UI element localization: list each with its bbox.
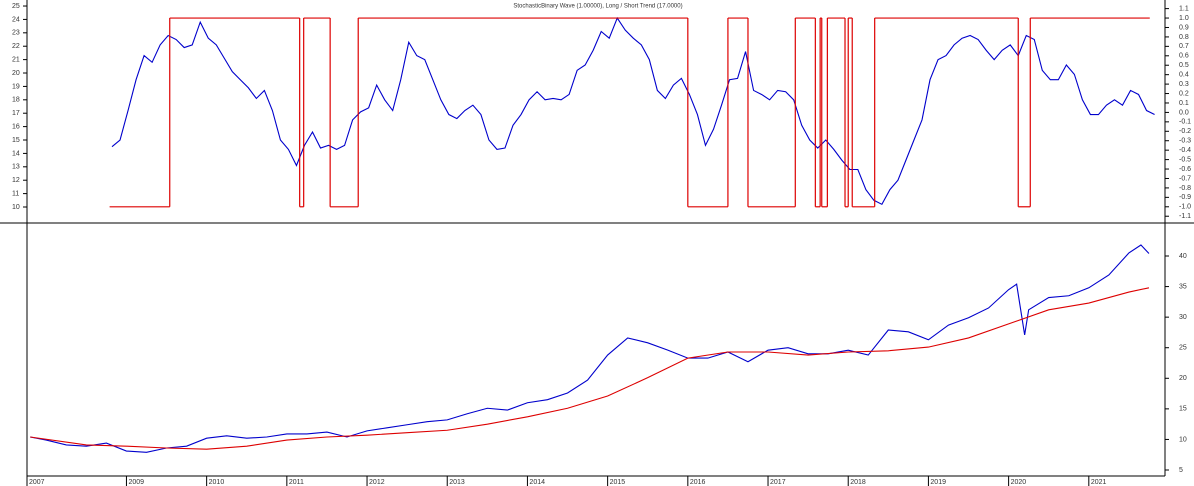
x-tick-label: 2015 — [610, 479, 626, 486]
y-tick-label: 15 — [1179, 406, 1187, 413]
x-tick-label: 2021 — [1091, 479, 1107, 486]
y-tick-label: 10 — [12, 204, 20, 211]
y2-tick-label: 0.0 — [1179, 109, 1189, 116]
y-tick-label: 20 — [1179, 375, 1187, 382]
y-tick-label: 22 — [12, 43, 20, 50]
y-tick-label: 15 — [12, 137, 20, 144]
y-tick-label: 24 — [12, 16, 20, 23]
y2-tick-label: 0.9 — [1179, 24, 1189, 31]
y2-tick-label: 1.0 — [1179, 15, 1189, 22]
y2-tick-label: -0.6 — [1179, 166, 1191, 173]
x-tick-label: 2010 — [209, 479, 225, 486]
y2-tick-label: 0.1 — [1179, 100, 1189, 107]
y2-tick-label: 0.5 — [1179, 62, 1189, 69]
y-tick-label: 40 — [1179, 253, 1187, 260]
x-tick-label: 2014 — [529, 479, 545, 486]
x-tick-label: 2020 — [1011, 479, 1027, 486]
y2-tick-label: -0.1 — [1179, 119, 1191, 126]
y-tick-label: 35 — [1179, 283, 1187, 290]
y-tick-label: 17 — [12, 110, 20, 117]
y2-tick-label: -0.9 — [1179, 194, 1191, 201]
y2-tick-label: 0.3 — [1179, 81, 1189, 88]
series-line — [30, 287, 1150, 450]
y2-tick-label: -0.3 — [1179, 138, 1191, 145]
x-tick-label: 2017 — [770, 479, 786, 486]
y-tick-label: 23 — [12, 30, 20, 37]
y2-tick-label: -0.7 — [1179, 175, 1191, 182]
y-tick-label: 10 — [1179, 436, 1187, 443]
x-tick-label: 2019 — [930, 479, 946, 486]
series-line — [30, 244, 1150, 453]
y-tick-label: 20 — [12, 70, 20, 77]
y2-tick-label: -0.2 — [1179, 128, 1191, 135]
x-tick-label: 2018 — [850, 479, 866, 486]
y-tick-label: 30 — [1179, 314, 1187, 321]
y2-tick-label: 0.8 — [1179, 34, 1189, 41]
x-tick-label: 2007 — [29, 479, 45, 486]
y-tick-label: 16 — [12, 123, 20, 130]
y-tick-label: 14 — [12, 150, 20, 157]
y-tick-label: 11 — [12, 190, 19, 197]
y-tick-label: 12 — [12, 177, 20, 184]
y-tick-label: 19 — [12, 83, 20, 90]
y2-tick-label: 0.7 — [1179, 43, 1189, 50]
y2-tick-label: -0.5 — [1179, 156, 1191, 163]
y-tick-label: 25 — [1179, 345, 1187, 352]
y2-tick-label: 0.2 — [1179, 90, 1189, 97]
y2-tick-label: 0.6 — [1179, 53, 1189, 60]
y2-tick-label: -0.4 — [1179, 147, 1191, 154]
x-tick-label: 2009 — [128, 479, 144, 486]
y-tick-label: 5 — [1179, 467, 1183, 474]
y2-tick-label: 0.4 — [1179, 72, 1189, 79]
x-tick-label: 2013 — [449, 479, 465, 486]
y2-tick-label: -1.0 — [1179, 204, 1191, 211]
y-tick-label: 18 — [12, 97, 20, 104]
chart-title: StochasticBinary Wave (1.00000), Long / … — [513, 4, 682, 10]
x-tick-label: 2011 — [289, 479, 304, 486]
y2-tick-label: -1.1 — [1179, 213, 1191, 220]
series-line — [111, 16, 1155, 206]
x-tick-label: 2012 — [369, 479, 385, 486]
y-tick-label: 13 — [12, 164, 20, 171]
y2-tick-label: -0.8 — [1179, 185, 1191, 192]
y-tick-label: 21 — [12, 56, 20, 63]
y-tick-label: 25 — [12, 3, 20, 10]
x-tick-label: 2016 — [690, 479, 706, 486]
y2-tick-label: 1.1 — [1179, 5, 1189, 12]
